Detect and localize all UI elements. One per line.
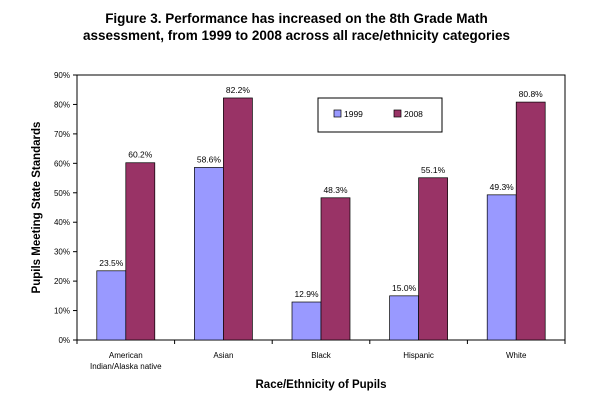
bar-1999: [389, 295, 419, 341]
data-label-2008: 48.3%: [323, 185, 348, 195]
data-label-1999: 12.9%: [294, 289, 319, 299]
data-label-1999: 23.5%: [99, 258, 124, 268]
chart-title-line-1: Figure 3. Performance has increased on t…: [105, 11, 488, 26]
legend: 1999 2008: [317, 97, 443, 133]
legend-label-2008: 2008: [404, 109, 423, 119]
bar-1999: [194, 167, 224, 341]
legend-swatch-2008: [393, 109, 402, 118]
x-category-label: Hispanic: [403, 351, 434, 360]
data-label-1999: 58.6%: [197, 154, 222, 164]
bar-1999: [486, 194, 517, 341]
y-tick-label: 80%: [54, 100, 70, 109]
y-tick-label: 20%: [54, 277, 70, 286]
chart-title: Figure 3. Performance has increased on t…: [0, 10, 593, 44]
y-tick-label: 30%: [54, 248, 70, 257]
bar-2008: [223, 97, 253, 341]
data-label-2008: 60.2%: [128, 150, 153, 160]
bar-2008: [418, 177, 448, 341]
x-category-label: Indian/Alaska native: [90, 362, 162, 371]
y-tick-label: 70%: [54, 130, 70, 139]
bar-2008: [320, 197, 351, 341]
data-label-2008: 80.8%: [519, 89, 544, 99]
y-tick-label: 50%: [54, 189, 70, 198]
bar-2008: [125, 162, 156, 341]
y-tick-label: 90%: [54, 71, 70, 80]
x-category-label: Black: [311, 351, 332, 360]
bar-2008: [515, 101, 546, 341]
bar-1999: [96, 270, 127, 341]
chart-title-line-2: assessment, from 1999 to 2008 across all…: [83, 28, 510, 43]
x-axis-title: Race/Ethnicity of Pupils: [256, 379, 387, 391]
legend-swatch-1999: [333, 109, 342, 118]
y-tick-label: 0%: [58, 336, 70, 345]
bar-1999: [291, 301, 322, 341]
data-label-2008: 55.1%: [421, 165, 446, 175]
x-category-label: White: [506, 351, 527, 360]
x-category-label: American: [109, 351, 143, 360]
y-tick-label: 60%: [54, 159, 70, 168]
y-axis-title: Pupils Meeting State Standards: [31, 122, 43, 294]
y-tick-label: 40%: [54, 218, 70, 227]
legend-label-1999: 1999: [344, 109, 363, 119]
x-category-label: Asian: [213, 351, 233, 360]
data-label-1999: 15.0%: [392, 283, 417, 293]
y-tick-label: 10%: [54, 307, 70, 316]
data-label-2008: 82.2%: [226, 85, 251, 95]
data-label-1999: 49.3%: [490, 182, 515, 192]
